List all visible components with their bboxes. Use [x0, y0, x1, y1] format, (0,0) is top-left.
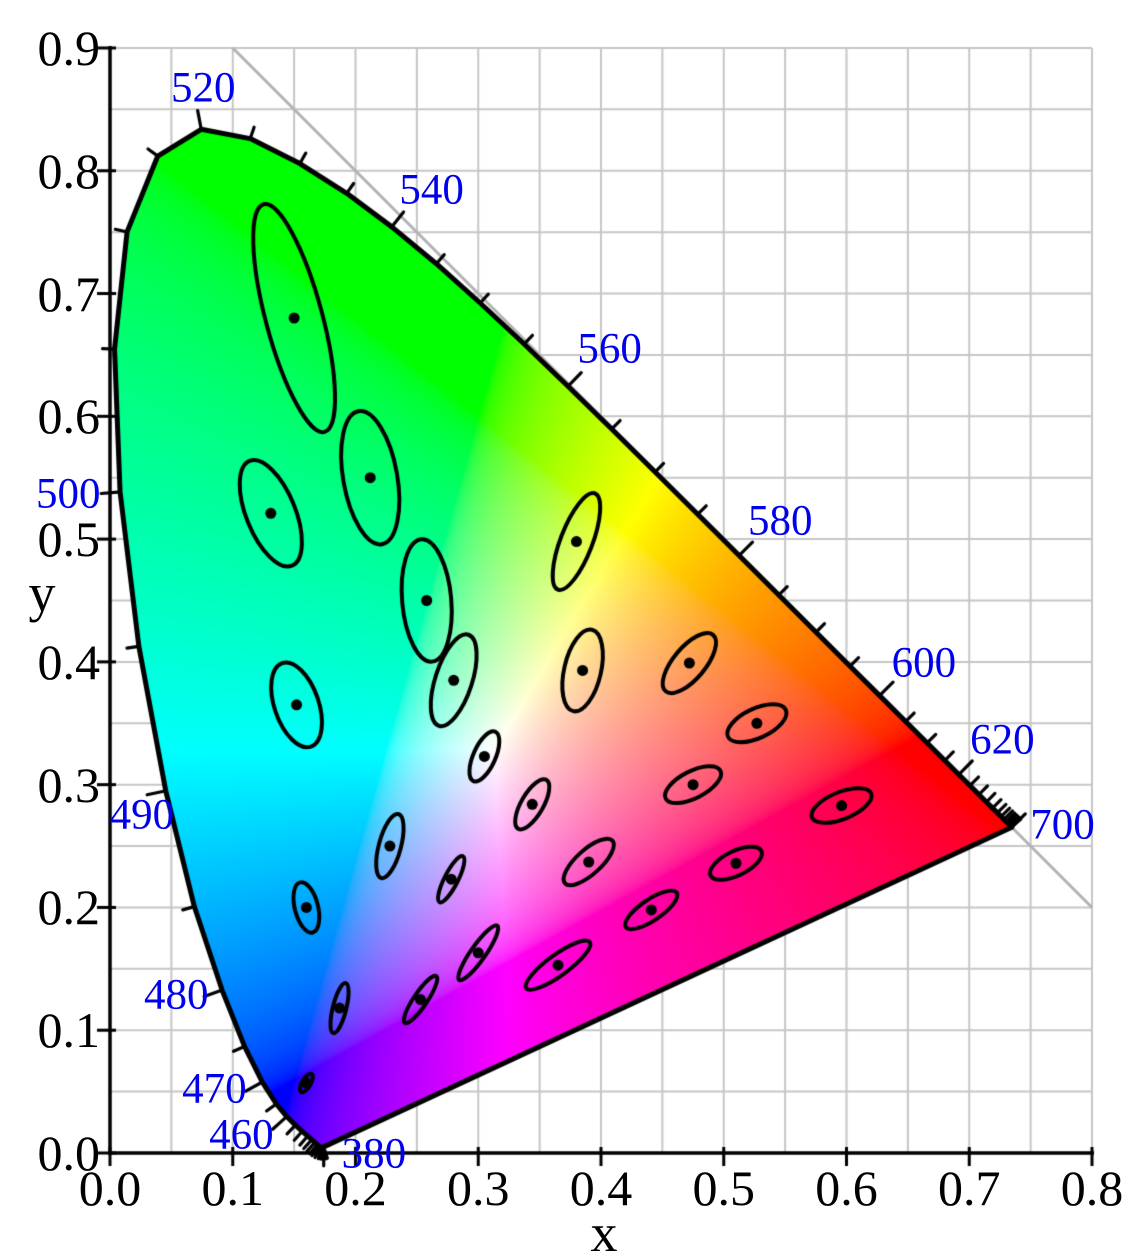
x-axis-tick-label: 0.6: [815, 1160, 878, 1216]
wavelength-label: 460: [209, 1111, 274, 1159]
y-axis-tick-label: 0.5: [37, 511, 101, 568]
wavelength-label: 500: [36, 470, 101, 518]
x-axis-tick-label: 0.3: [447, 1160, 510, 1216]
wavelength-label: 560: [577, 325, 642, 373]
wavelength-label: 520: [171, 64, 236, 112]
y-axis-title: y: [28, 563, 56, 623]
wavelength-label: 600: [891, 639, 957, 687]
y-axis-tick-label: 0.7: [37, 265, 101, 322]
wavelength-label: 380: [341, 1130, 407, 1178]
wavelength-label: 620: [970, 716, 1035, 764]
x-axis-tick-label: 0.7: [938, 1160, 1001, 1216]
wavelength-label: 580: [747, 497, 813, 545]
x-axis-tick-label: 0.5: [692, 1160, 756, 1216]
wavelength-label: 540: [399, 166, 464, 214]
x-axis-tick-label: 0.0: [78, 1160, 142, 1216]
y-axis-tick-label: 0.1: [37, 1002, 101, 1059]
x-axis-tick-label: 0.4: [569, 1160, 633, 1216]
wavelength-label: 700: [1030, 801, 1095, 849]
y-axis-tick-label: 0.4: [37, 633, 101, 690]
x-axis-title: x: [590, 1203, 618, 1260]
y-axis-tick-label: 0.9: [37, 19, 101, 76]
y-axis-tick-label: 0.2: [37, 879, 101, 936]
y-axis-tick-label: 0.3: [37, 756, 101, 813]
wavelength-label: 480: [144, 971, 209, 1019]
wavelength-label: 490: [109, 791, 175, 839]
y-axis-tick-label: 0.8: [37, 142, 101, 199]
x-axis-tick-label: 0.8: [1060, 1160, 1124, 1216]
y-axis-tick-label: 0.0: [37, 1125, 101, 1181]
x-axis-tick-label: 0.1: [201, 1160, 265, 1216]
x-axis-tick-label: 0.2: [324, 1160, 387, 1216]
wavelength-label: 470: [182, 1065, 247, 1113]
y-axis-tick-label: 0.6: [37, 388, 101, 445]
